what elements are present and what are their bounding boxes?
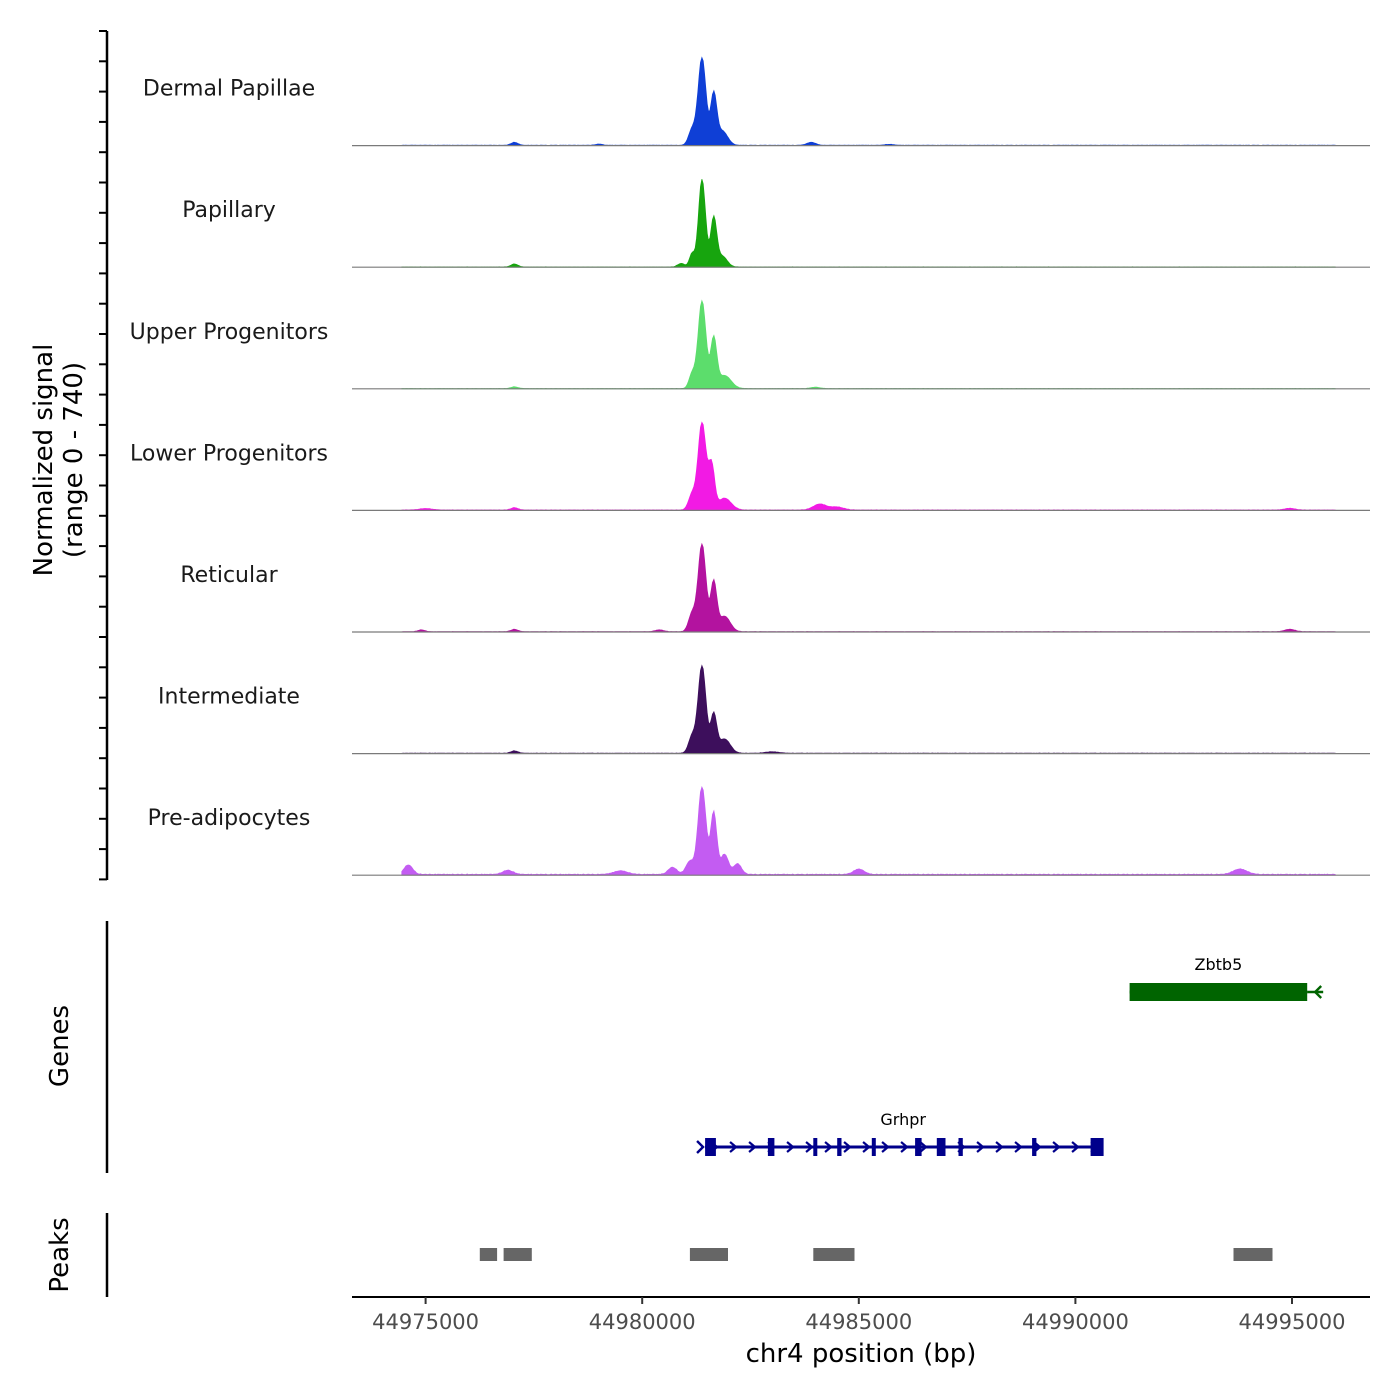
coverage-tracks: Dermal Papillae Papillary Upper Progenitor…	[130, 56, 1370, 876]
strand-arrow	[862, 1141, 871, 1153]
x-tick-label: 44990000	[1022, 1310, 1129, 1334]
signal-axis-range: (range 0 - 740)	[59, 362, 89, 558]
strand-arrow	[976, 1141, 985, 1153]
track-reticular: Reticular	[180, 542, 1370, 633]
gene-exon	[871, 1138, 876, 1156]
signal-axis-ticks	[99, 30, 107, 881]
x-tick-label: 44985000	[805, 1310, 912, 1334]
gene-exon	[1129, 983, 1308, 1001]
signal-area	[401, 542, 1336, 633]
track-papillary: Papillary	[182, 179, 1370, 268]
peak-region	[503, 1248, 532, 1261]
peaks-track	[479, 1248, 1273, 1261]
x-tick-label: 44975000	[372, 1310, 479, 1334]
track-label: Upper Progenitors	[130, 320, 329, 345]
gene-exon	[1090, 1138, 1104, 1156]
strand-arrow	[995, 1141, 1004, 1153]
signal-area	[401, 56, 1336, 146]
peaks-track-title: Peaks	[45, 1217, 75, 1292]
track-pre-adipocytes: Pre-adipocytes	[148, 786, 1370, 876]
strand-arrow	[1052, 1141, 1061, 1153]
gene-exon	[837, 1138, 842, 1156]
peak-region	[813, 1248, 855, 1261]
gene-exon	[915, 1138, 922, 1156]
track-label: Intermediate	[158, 685, 300, 710]
track-label: Pre-adipocytes	[148, 806, 311, 831]
x-axis-ticks: 44975000 44980000 44985000 44990000 44995000	[372, 1297, 1345, 1334]
signal-area	[401, 421, 1336, 511]
x-tick-label: 44995000	[1239, 1310, 1346, 1334]
gene-zbtb5: Zbtb5	[1129, 955, 1324, 1001]
signal-area	[401, 786, 1336, 876]
genes-track-title: Genes	[45, 1005, 75, 1087]
strand-arrow	[900, 1141, 909, 1153]
track-upper-progenitors: Upper Progenitors	[130, 299, 1370, 390]
peak-region	[689, 1248, 728, 1261]
gene-exon	[813, 1138, 818, 1156]
signal-area	[401, 299, 1336, 390]
strand-arrow	[805, 1141, 814, 1153]
strand-arrow	[786, 1141, 795, 1153]
signal-area	[401, 664, 1336, 754]
peak-region	[479, 1248, 498, 1261]
gene-grhpr: Grhpr	[696, 1110, 1104, 1156]
genes-track: Zbtb5 Grhpr	[696, 955, 1324, 1156]
strand-arrow	[1014, 1141, 1023, 1153]
gene-exon	[767, 1138, 775, 1156]
strand-arrow	[1071, 1141, 1080, 1153]
track-label: Reticular	[180, 563, 278, 588]
track-label: Dermal Papillae	[143, 77, 315, 102]
strand-arrow	[919, 1141, 928, 1153]
strand-arrow	[729, 1141, 738, 1153]
strand-arrow	[748, 1141, 757, 1153]
x-tick-label: 44980000	[589, 1310, 696, 1334]
strand-arrow	[696, 1140, 705, 1154]
track-label: Papillary	[182, 198, 276, 223]
gene-exon	[936, 1138, 946, 1156]
gene-exon	[1032, 1138, 1037, 1156]
gene-exon	[958, 1138, 963, 1156]
gene-label: Zbtb5	[1195, 955, 1243, 974]
gene-label: Grhpr	[880, 1110, 926, 1129]
track-dermal-papillae: Dermal Papillae	[143, 56, 1370, 147]
track-intermediate: Intermediate	[158, 664, 1370, 755]
x-axis-title: chr4 position (bp)	[746, 1339, 977, 1369]
gene-exon	[705, 1138, 716, 1156]
strand-arrow	[824, 1141, 833, 1153]
signal-area	[401, 179, 1336, 268]
track-label: Lower Progenitors	[130, 441, 328, 466]
strand-arrow	[843, 1141, 852, 1153]
track-lower-progenitors: Lower Progenitors	[130, 421, 1370, 511]
signal-axis-title: Normalized signal	[29, 344, 59, 577]
strand-arrow	[881, 1141, 890, 1153]
peak-region	[1233, 1248, 1273, 1261]
